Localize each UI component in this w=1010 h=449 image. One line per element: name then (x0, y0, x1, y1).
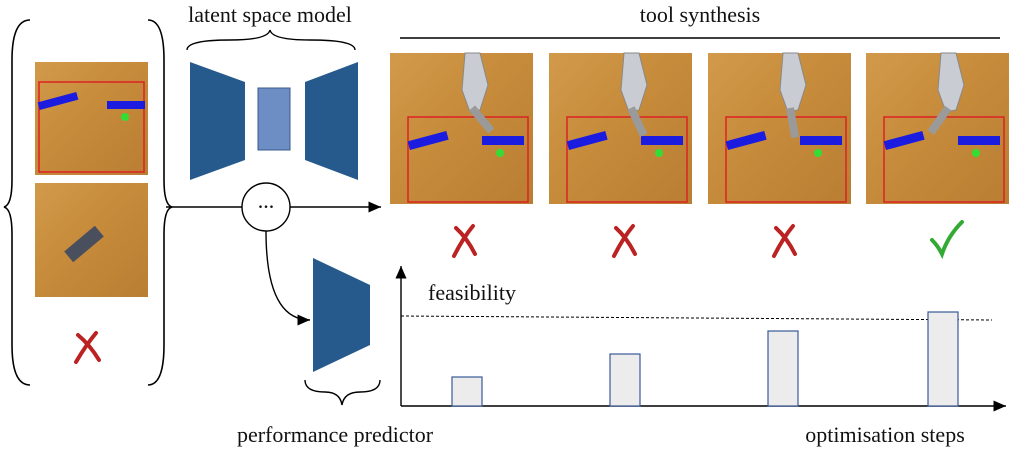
model-label: latent space model (188, 2, 352, 27)
right-brace (148, 20, 172, 385)
synthesis-label: tool synthesis (640, 2, 760, 27)
check-icon (932, 222, 962, 254)
threshold-line (401, 316, 992, 320)
tool-image (35, 183, 148, 297)
score-bars (452, 312, 958, 406)
arrow (266, 231, 310, 320)
brace (187, 30, 355, 50)
synthesis-frame (390, 53, 533, 204)
threshold-label: feasibility (428, 280, 516, 305)
synthesis-frames (390, 53, 1009, 204)
figure: latent space model ... performance predi… (0, 0, 1010, 449)
left-brace (4, 20, 30, 385)
predictor (313, 258, 370, 372)
decoder (305, 62, 358, 180)
cross-icons (454, 226, 795, 256)
latent (258, 88, 290, 150)
encoder (190, 62, 245, 180)
cross-icon (76, 333, 99, 362)
synthesis-frame (866, 53, 1009, 204)
synthesis-frame (708, 53, 851, 204)
x-axis-label: optimisation steps (805, 422, 965, 447)
brace (305, 380, 380, 405)
synthesis-frame (549, 53, 692, 204)
predictor-label: performance predictor (237, 422, 434, 447)
ellipsis: ... (258, 188, 275, 213)
scene-image (35, 62, 148, 175)
